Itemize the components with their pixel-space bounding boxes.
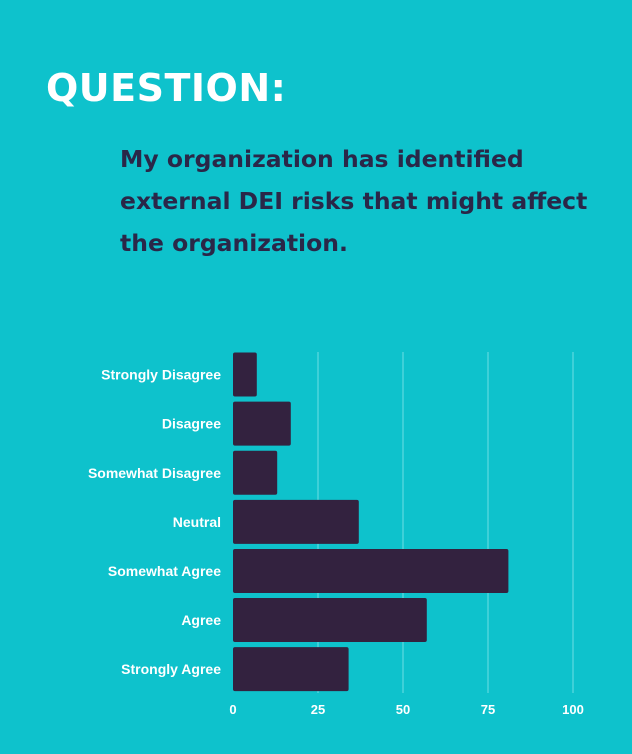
category-label: Somewhat Disagree — [88, 465, 221, 481]
bar-somewhat-disagree — [233, 450, 278, 495]
question-text: My organization has identified external … — [120, 145, 588, 257]
category-label: Somewhat Agree — [108, 563, 221, 579]
x-tick-label: 0 — [229, 702, 236, 717]
bar-disagree — [233, 401, 291, 446]
category-label: Disagree — [162, 416, 221, 432]
x-tick-label: 25 — [311, 702, 325, 717]
chart-tick-labels: 0 25 50 75 100 — [229, 702, 583, 717]
bar-neutral — [233, 499, 359, 544]
chart-bars — [233, 352, 509, 692]
category-label: Strongly Disagree — [101, 367, 221, 383]
category-label: Agree — [181, 612, 221, 628]
bar-strongly-disagree — [233, 352, 257, 397]
question-heading: QUESTION: — [46, 66, 287, 110]
chart-category-labels: Strongly Disagree Disagree Somewhat Disagr… — [88, 367, 221, 678]
category-label: Strongly Agree — [121, 661, 221, 677]
bar-agree — [233, 598, 427, 643]
bar-somewhat-agree — [233, 548, 509, 593]
x-tick-label: 75 — [481, 702, 495, 717]
bar-strongly-agree — [233, 647, 349, 692]
x-tick-label: 100 — [562, 702, 584, 717]
category-label: Neutral — [173, 514, 221, 530]
x-tick-label: 50 — [396, 702, 410, 717]
